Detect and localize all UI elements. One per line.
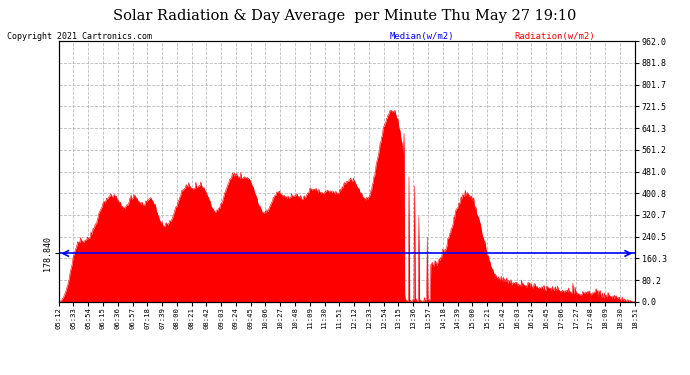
Text: Radiation(w/m2): Radiation(w/m2) [514, 32, 595, 41]
Text: Median(w/m2): Median(w/m2) [390, 32, 454, 41]
Text: Solar Radiation & Day Average  per Minute Thu May 27 19:10: Solar Radiation & Day Average per Minute… [113, 9, 577, 23]
Text: Copyright 2021 Cartronics.com: Copyright 2021 Cartronics.com [7, 32, 152, 41]
